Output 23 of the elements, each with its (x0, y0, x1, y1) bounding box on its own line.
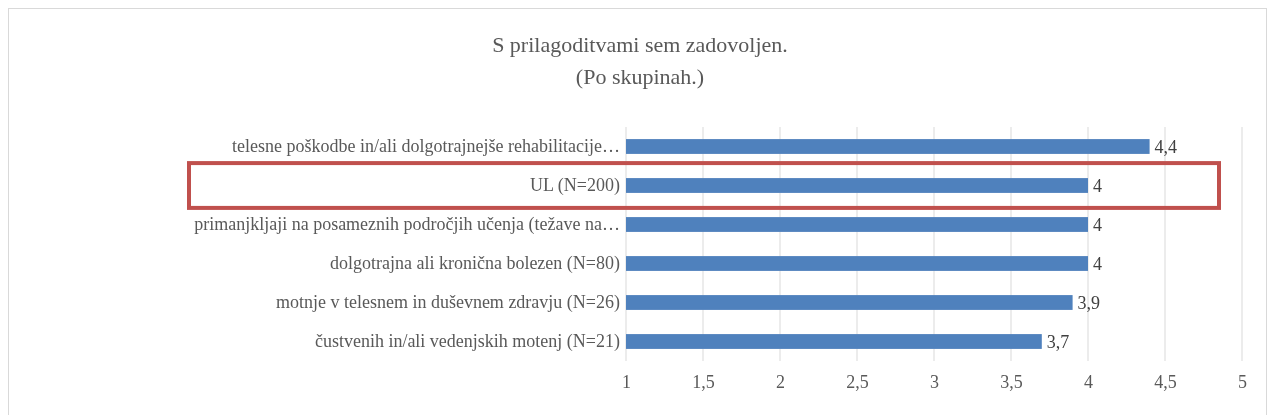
data-label: 4,4 (1154, 136, 1178, 157)
chart-subtitle: (Po skupinah.) (575, 64, 705, 89)
data-label: 4 (1093, 253, 1102, 274)
x-tick-label: 1,5 (692, 371, 715, 392)
chart-title: S prilagoditvami sem zadovoljen. (492, 32, 788, 57)
x-tick-label: 4 (1084, 371, 1093, 392)
y-tick-label: UL (N=200) (530, 175, 620, 197)
y-tick-label: telesne poškodbe in/ali dolgotrajnejše rehabilitacije… (232, 136, 620, 157)
y-tick-label: čustvenih in/ali vedenjskih motenj (N=21) (314, 331, 620, 353)
x-tick-label: 4,5 (1154, 371, 1177, 392)
x-tick-label: 2 (776, 371, 785, 392)
data-label: 4 (1093, 214, 1102, 235)
x-tick-label: 3,5 (1000, 371, 1023, 392)
x-tick-label: 3 (930, 371, 939, 392)
x-tick-label: 2,5 (846, 371, 869, 392)
x-tick-label: 5 (1238, 371, 1247, 392)
x-tick-label: 1 (622, 371, 631, 392)
y-tick-label: primanjkljaji na posameznih področjih učenja (težave na… (194, 214, 620, 236)
data-label: 3,7 (1046, 331, 1070, 352)
y-tick-label: dolgotrajna ali kronična bolezen (N=80) (329, 253, 620, 275)
y-tick-label: motnje v telesnem in duševnem zdravju (N=26) (275, 292, 620, 314)
data-label: 3,9 (1077, 292, 1101, 313)
data-label: 4 (1093, 175, 1102, 196)
